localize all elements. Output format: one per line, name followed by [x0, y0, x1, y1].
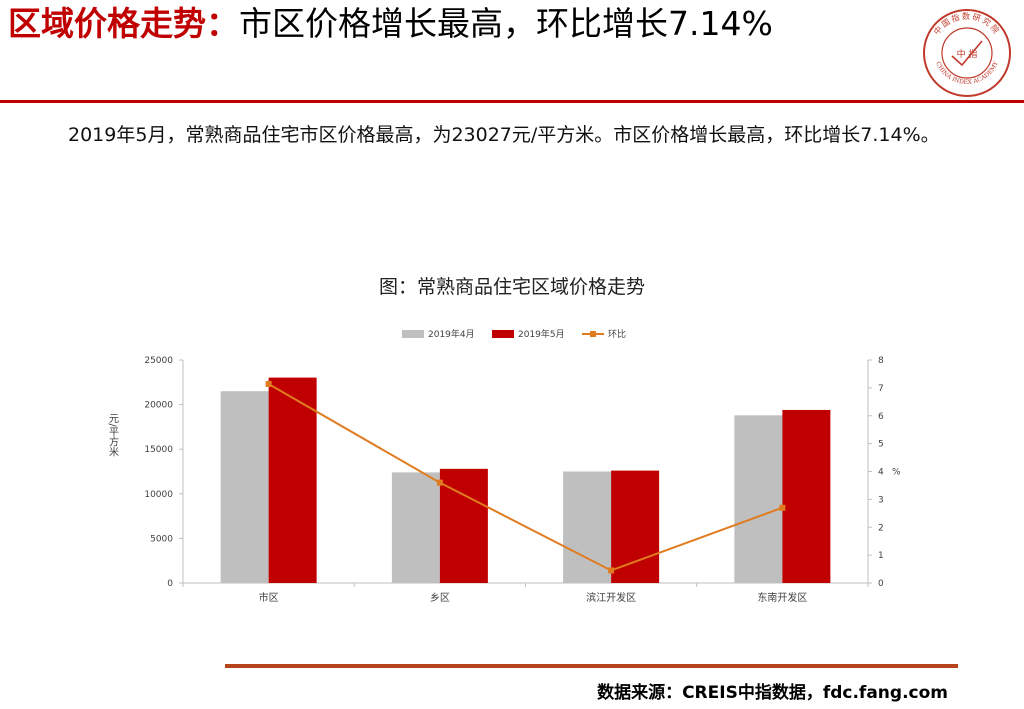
legend-swatch — [402, 330, 424, 338]
bar-may — [782, 409, 831, 583]
page-title-rest: 市区价格增长最高，环比增长7.14% — [239, 4, 773, 43]
page-title: 区域价格走势：市区价格增长最高，环比增长7.14% — [8, 2, 888, 46]
y2-tick-label: 6 — [878, 412, 884, 422]
y2-tick-label: 8 — [878, 356, 884, 366]
y-tick-label: 5000 — [150, 534, 173, 544]
legend-marker — [590, 331, 596, 337]
legend-swatch — [492, 330, 514, 338]
legend-label: 2019年5月 — [518, 328, 565, 340]
y-tick-label: 25000 — [144, 356, 173, 366]
y-tick-label: 15000 — [144, 445, 173, 455]
bar-may — [268, 377, 317, 583]
y2-tick-label: 0 — [878, 579, 884, 589]
price-trend-chart: 0 5000 10000 15000 20000 25000 0 1 2 3 4 5 6 7 8 元/平方米%… — [107, 328, 902, 604]
mom-point — [779, 504, 786, 511]
china-index-academy-logo: 中国指数研究院 CHINA INDEX ACADEMY 中 指 — [923, 9, 1011, 97]
bar-april — [391, 472, 440, 583]
y-axis-title: 元/平方米 — [107, 413, 119, 457]
y2-tick-label: 2 — [878, 523, 884, 533]
page-title-accent: 区域价格走势： — [8, 4, 239, 43]
y-tick-label: 20000 — [144, 401, 173, 411]
y2-tick-label: 1 — [878, 551, 884, 561]
y2-tick-label: 5 — [878, 440, 884, 450]
summary-paragraph: 2019年5月，常熟商品住宅市区价格最高，为23027元/平方米。市区价格增长最… — [68, 124, 940, 146]
bar-april — [220, 391, 269, 583]
x-tick-label: 市区 — [259, 591, 279, 604]
bar-may — [611, 470, 660, 583]
mom-point — [608, 567, 615, 574]
legend-label: 环比 — [608, 328, 626, 340]
bar-april — [734, 415, 783, 583]
x-tick-label: 乡区 — [430, 592, 450, 604]
y2-axis-title: % — [892, 468, 901, 478]
mom-point — [436, 479, 443, 486]
y2-tick-label: 4 — [878, 468, 884, 478]
y-tick-label: 10000 — [144, 490, 173, 500]
chart-title: 图：常熟商品住宅区域价格走势 — [378, 276, 645, 298]
y-tick-label: 0 — [167, 579, 173, 589]
x-tick-label: 滨江开发区 — [586, 591, 636, 604]
logo-center-text: 中 指 — [957, 48, 978, 60]
svg-text:中国指数研究院: 中国指数研究院 — [931, 11, 1002, 37]
source-divider — [225, 664, 958, 668]
logo-check-icon — [951, 40, 983, 67]
title-underline — [0, 100, 1024, 103]
data-source: 数据来源：CREIS中指数据，fdc.fang.com — [597, 683, 948, 703]
y2-tick-label: 7 — [878, 384, 884, 394]
mom-line — [268, 383, 783, 572]
mom-point — [265, 380, 272, 387]
logo-top-text: 中国指数研究院 — [931, 11, 1000, 37]
legend-label: 2019年4月 — [428, 328, 475, 340]
y2-tick-label: 3 — [878, 495, 884, 505]
x-tick-label: 东南开发区 — [757, 591, 807, 604]
bar-april — [563, 471, 612, 583]
